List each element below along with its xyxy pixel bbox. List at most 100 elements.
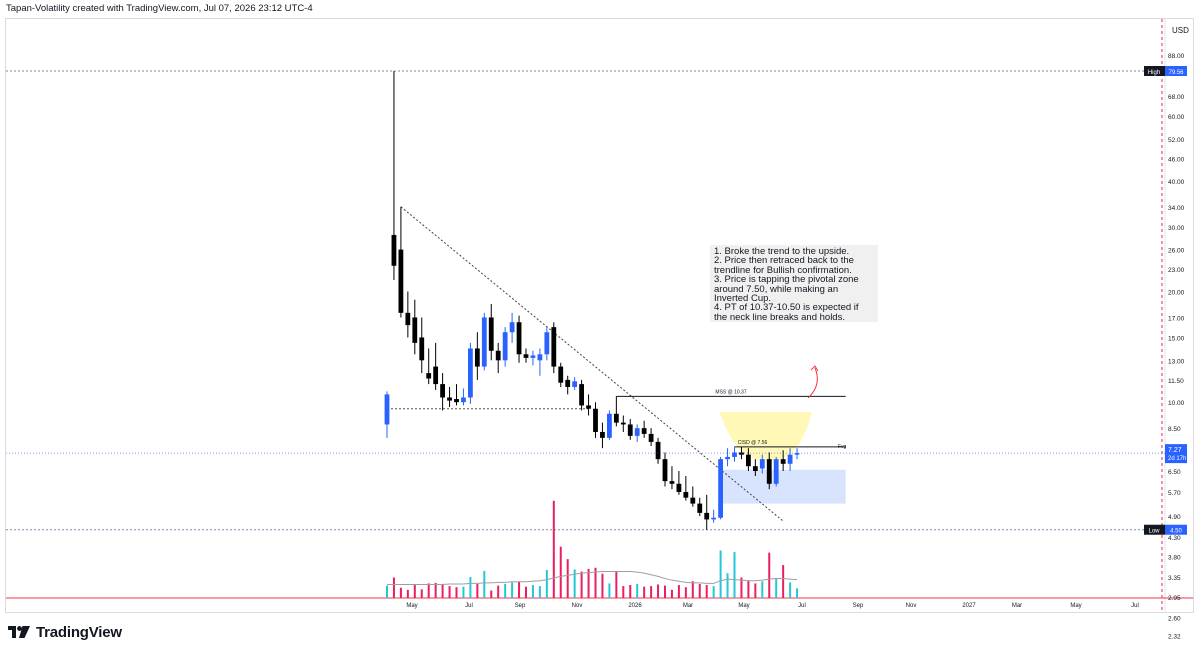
candle-body[interactable] <box>565 379 571 387</box>
candle-body[interactable] <box>662 459 668 482</box>
volume-bar <box>406 589 409 598</box>
price-tick-label: 46.00 <box>1168 156 1185 163</box>
volume-bar <box>726 573 729 598</box>
candle-body[interactable] <box>572 381 578 387</box>
volume-ma-line <box>387 571 798 585</box>
time-tick-label: Jul <box>465 603 473 609</box>
fvg-label: Fvg <box>838 444 847 450</box>
volume-bar <box>441 584 444 598</box>
price-tick-label: 4.30 <box>1168 535 1181 542</box>
volume-bar <box>462 586 465 598</box>
candle-body[interactable] <box>773 459 779 484</box>
candle-body[interactable] <box>544 332 550 355</box>
price-tick-label: 34.00 <box>1168 205 1185 212</box>
candle-body[interactable] <box>683 491 689 498</box>
candle-body[interactable] <box>516 322 522 355</box>
chart-frame[interactable] <box>5 18 1194 613</box>
candle-body[interactable] <box>523 354 529 358</box>
candle-body[interactable] <box>759 459 765 469</box>
candle-body[interactable] <box>634 428 640 436</box>
candle-body[interactable] <box>613 413 619 423</box>
candle-body[interactable] <box>780 459 786 464</box>
candle-body[interactable] <box>655 441 661 460</box>
projection-arrow <box>807 367 818 399</box>
candle-body[interactable] <box>794 453 800 455</box>
price-tag-value: 4.50 <box>1170 529 1182 535</box>
candle-body[interactable] <box>732 452 737 457</box>
candle-body[interactable] <box>620 422 626 425</box>
volume-bar <box>552 500 555 598</box>
price-tick-label: 2.60 <box>1168 615 1181 622</box>
projection-arrowhead <box>810 365 819 372</box>
candle-body[interactable] <box>495 350 501 361</box>
volume-bar <box>587 568 590 598</box>
price-tick-label: 68.00 <box>1168 94 1185 101</box>
candle-body[interactable] <box>502 332 508 361</box>
candle-body[interactable] <box>725 456 730 460</box>
candle-body[interactable] <box>600 431 605 438</box>
candle-body[interactable] <box>746 454 751 467</box>
time-tick-label: 2026 <box>628 603 642 609</box>
candle-body[interactable] <box>718 459 723 518</box>
candle-body[interactable] <box>704 512 710 520</box>
candle-body[interactable] <box>461 397 466 403</box>
candle-body[interactable] <box>447 397 452 401</box>
candle-body[interactable] <box>384 394 390 425</box>
candle-body[interactable] <box>558 366 564 383</box>
candle-body[interactable] <box>426 373 432 379</box>
volume-bar <box>566 559 569 598</box>
time-tick-label: Nov <box>572 603 583 609</box>
candle-body[interactable] <box>468 348 473 398</box>
candle-body[interactable] <box>391 234 397 266</box>
volume-bar <box>483 571 486 598</box>
price-tick-label: 6.50 <box>1168 469 1181 476</box>
candle-body[interactable] <box>669 481 675 484</box>
tradingview-logo[interactable]: TradingView <box>8 624 122 641</box>
candle-body[interactable] <box>412 317 418 343</box>
volume-bar <box>698 583 701 598</box>
price-tick-label: 40.00 <box>1168 179 1185 186</box>
candle-body[interactable] <box>752 466 758 472</box>
candle-body[interactable] <box>537 354 543 361</box>
candle-body[interactable] <box>433 366 439 385</box>
candle-body[interactable] <box>454 399 459 403</box>
candle-body[interactable] <box>697 503 703 513</box>
price-tick-label: 88.00 <box>1168 53 1185 60</box>
candle-body[interactable] <box>641 428 647 434</box>
candle-body[interactable] <box>474 348 480 367</box>
volume-bar <box>705 585 708 598</box>
volume-bar <box>691 581 694 598</box>
candle-body[interactable] <box>690 497 696 504</box>
mss-label: MSS @ 10.37 <box>715 389 746 395</box>
candle-body[interactable] <box>405 312 411 326</box>
candle-body[interactable] <box>607 413 612 438</box>
volume-bar <box>664 585 666 598</box>
current-price-countdown: 2d 17h <box>1168 456 1186 462</box>
volume-bar <box>608 583 611 598</box>
candle-body[interactable] <box>551 327 557 367</box>
price-tag-value-bg <box>1165 524 1187 535</box>
candle-body[interactable] <box>440 384 445 398</box>
candle-body[interactable] <box>787 454 793 464</box>
candle-body[interactable] <box>627 424 633 436</box>
candle-body[interactable] <box>579 384 584 406</box>
candle-body[interactable] <box>530 355 536 358</box>
analysis-note[interactable]: 1. Broke the trend to the upside. 2. Pri… <box>710 245 878 322</box>
candle-body[interactable] <box>648 433 654 442</box>
candle-body[interactable] <box>398 249 404 313</box>
candle-body[interactable] <box>766 459 772 484</box>
candle-body[interactable] <box>488 317 494 351</box>
candle-body[interactable] <box>419 337 425 361</box>
candle-body[interactable] <box>593 408 598 432</box>
price-tick-label: 11.50 <box>1168 378 1184 385</box>
candle-body[interactable] <box>711 517 717 520</box>
candle-body[interactable] <box>586 405 591 409</box>
price-tag-label-bg <box>1144 66 1165 76</box>
chart-header: Tapan-Volatility created with TradingVie… <box>6 3 313 14</box>
candle-body[interactable] <box>676 483 682 492</box>
volume-bar <box>775 578 778 598</box>
volume-bar <box>427 583 430 598</box>
candle-body[interactable] <box>509 322 515 333</box>
candle-body[interactable] <box>481 317 487 367</box>
